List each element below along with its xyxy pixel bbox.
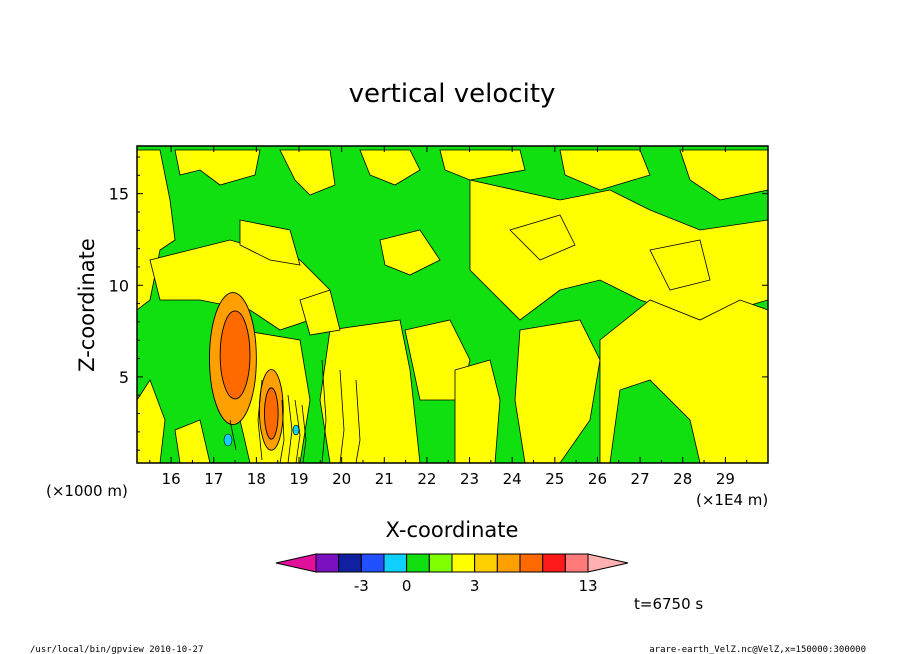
colorbar-cell [496,553,521,573]
updraft-region-1 [219,310,251,400]
x-axis-unit: (×1E4 m) [696,491,768,509]
colorbar-low-arrow [275,553,317,573]
x-axis: 16 17 18 19 20 21 22 23 24 25 26 27 28 29 [149,146,748,488]
updraft-region-3 [264,387,279,440]
plot-area [136,145,769,464]
contour-lines [229,359,361,464]
y-tick-label: 15 [109,185,129,204]
colorbar-cell [360,553,385,573]
y-tick-label: 5 [119,368,129,387]
x-tick-label: 25 [545,470,564,488]
y-axis-label: Z-coordinate [75,238,99,372]
colorbar-label: 0 [402,577,412,595]
colorbar-label: -3 [354,577,369,595]
time-label: t=6750 s [634,595,703,613]
x-tick-label: 26 [588,470,607,488]
colorbar-label: 3 [470,577,480,595]
x-tick-label: 23 [460,470,479,488]
x-tick-label: 17 [204,470,223,488]
colorbar-cell [428,553,453,573]
contour-updraft-regions [209,292,284,451]
x-tick-label: 29 [716,470,735,488]
x-tick-label: 22 [417,470,436,488]
colorbar-high-arrow [587,553,629,573]
footer-right: arare-earth_VelZ.nc@VelZ,x=150000:300000 [649,645,866,654]
y-axis-unit: (×1000 m) [46,482,128,500]
contour-yellow-regions [136,149,769,464]
colorbar-cell [564,553,589,573]
chart-title: vertical velocity [349,79,556,109]
y-tick-label: 10 [109,276,129,295]
contour-downdraft-spots [223,424,300,447]
colorbar-cell [338,553,362,573]
colorbar-cell [315,553,340,573]
x-axis-label: X-coordinate [386,518,519,542]
x-tick-label: 28 [673,470,692,488]
x-tick-label: 19 [289,470,308,488]
colorbar-label: 13 [578,577,597,595]
x-tick-label: 20 [332,470,351,488]
colorbar-cell [542,553,566,573]
colorbar-cell [519,553,544,573]
colorbar-cell [474,553,498,573]
colorbar-cell [406,553,430,573]
colorbar-cell [383,553,408,573]
y-axis: 5 10 15 [109,156,768,451]
x-tick-label: 24 [503,470,522,488]
x-tick-label: 27 [631,470,650,488]
x-tick-label: 21 [375,470,394,488]
x-tick-label: 18 [247,470,266,488]
footer-left: /usr/local/bin/gpview 2010-10-27 [30,645,203,654]
plot-frame [136,145,769,464]
x-tick-label: 16 [162,470,181,488]
colorbar-cell [451,553,476,573]
colorbar: -3 0 3 13 [275,553,629,595]
